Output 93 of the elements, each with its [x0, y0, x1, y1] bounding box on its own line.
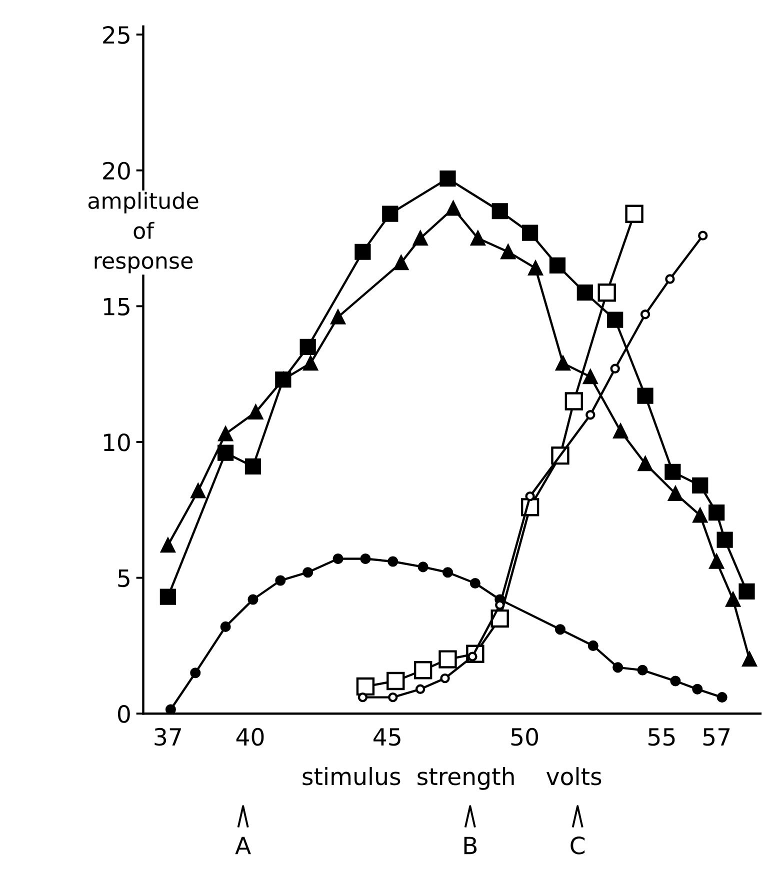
x-tick-label: 40	[236, 728, 264, 746]
point	[709, 554, 724, 569]
point	[412, 230, 428, 246]
point	[358, 692, 368, 702]
x-axis-title: stimulus strength volts	[302, 767, 602, 790]
point	[522, 224, 538, 241]
point	[440, 673, 450, 684]
point	[692, 684, 703, 694]
point	[583, 369, 598, 384]
point	[637, 664, 648, 676]
point	[388, 692, 398, 702]
point	[549, 257, 566, 274]
text: A	[235, 836, 251, 854]
point	[708, 504, 725, 521]
y-tick-label: 15	[104, 298, 130, 316]
point	[637, 388, 654, 404]
point	[303, 356, 318, 371]
point	[738, 583, 755, 600]
point	[716, 692, 728, 703]
point	[640, 309, 650, 320]
point	[248, 404, 264, 420]
text: B	[464, 836, 477, 854]
point	[492, 203, 508, 220]
point	[742, 652, 757, 667]
point	[418, 562, 428, 572]
point	[414, 661, 432, 680]
point	[190, 668, 201, 678]
point	[382, 206, 398, 222]
point	[446, 201, 461, 216]
point	[160, 538, 176, 553]
point	[356, 677, 375, 696]
x-tick-label: 57	[703, 728, 730, 746]
y-tick-label: 20	[103, 162, 130, 180]
y-tick-label: 25	[103, 26, 130, 44]
point	[556, 356, 570, 371]
point	[218, 426, 233, 442]
x-tick-label: 37	[154, 728, 181, 746]
point	[354, 244, 371, 260]
text: C	[570, 836, 585, 854]
point	[386, 672, 405, 690]
point	[438, 650, 457, 668]
point	[528, 260, 543, 276]
point	[220, 621, 231, 632]
point	[607, 312, 624, 328]
point	[415, 684, 426, 694]
point	[613, 424, 628, 438]
y-axis-title: amplitude of response	[88, 192, 198, 274]
point	[490, 609, 509, 628]
point	[670, 676, 681, 686]
point	[332, 554, 344, 564]
point	[394, 255, 408, 270]
point	[300, 338, 316, 355]
point	[576, 284, 593, 301]
point	[248, 594, 258, 605]
point	[440, 170, 456, 187]
point	[692, 508, 708, 523]
point	[612, 662, 624, 673]
point	[554, 624, 566, 635]
y-tick-label: 0	[118, 705, 130, 723]
point	[360, 554, 371, 564]
x-tick-label: 50	[511, 728, 538, 746]
point	[598, 284, 616, 302]
point	[302, 567, 314, 578]
x-tick-label: 45	[374, 728, 400, 746]
point	[470, 578, 480, 589]
point	[244, 458, 262, 474]
point	[275, 575, 286, 586]
point	[190, 484, 206, 498]
point	[586, 410, 596, 420]
y-tick-label: 10	[104, 433, 130, 452]
point	[470, 230, 486, 246]
point	[668, 486, 683, 501]
point	[500, 244, 516, 260]
point	[564, 392, 584, 410]
point	[625, 204, 644, 223]
point	[388, 556, 398, 567]
point	[716, 532, 733, 548]
point	[525, 491, 535, 502]
point	[610, 364, 620, 374]
point	[698, 230, 708, 240]
point	[217, 444, 234, 461]
point	[588, 640, 598, 651]
point	[638, 456, 653, 472]
point	[665, 274, 675, 284]
point	[664, 464, 681, 480]
point	[726, 592, 740, 607]
point	[160, 588, 176, 605]
point	[330, 310, 346, 324]
y-tick-label: 5	[118, 570, 130, 588]
point	[692, 477, 708, 494]
point	[165, 704, 176, 714]
x-tick-label: 55	[648, 728, 675, 746]
point	[442, 567, 454, 578]
